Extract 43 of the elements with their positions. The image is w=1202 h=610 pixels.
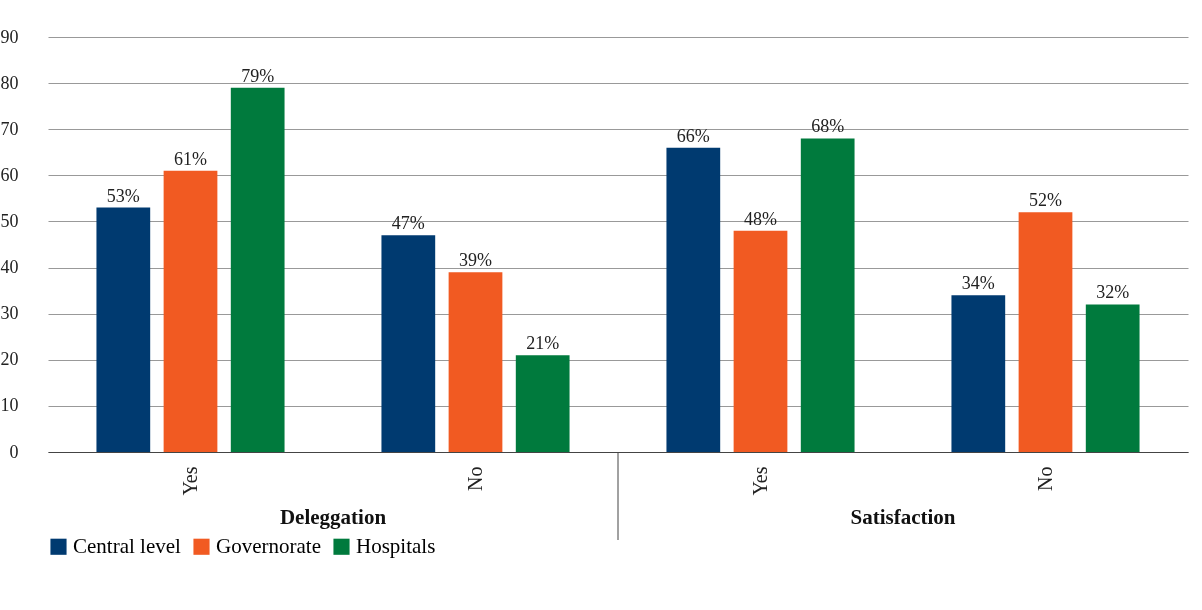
y-tick-label: 90 — [0, 26, 19, 47]
data-label: 61% — [174, 148, 207, 169]
data-label: 53% — [106, 185, 140, 206]
bar — [515, 355, 570, 452]
legend-label: Central level — [73, 533, 182, 558]
bar — [733, 230, 788, 452]
text: Satisfaction — [850, 505, 956, 529]
bar — [1085, 304, 1140, 452]
bar — [163, 170, 218, 452]
y-tick-label: 0 — [9, 441, 19, 462]
data-label: 39% — [459, 250, 492, 271]
y-tick-label: 80 — [0, 72, 19, 93]
data-label: 48% — [744, 208, 777, 229]
bar — [448, 272, 503, 452]
data-label: 66% — [676, 125, 710, 146]
y-tick-label: 30 — [0, 303, 19, 324]
x-tick-label: No — [463, 466, 486, 491]
bar — [666, 147, 721, 452]
data-label: 34% — [961, 273, 995, 294]
x-tick-label: Yes — [178, 466, 201, 496]
bar — [1018, 212, 1073, 452]
y-tick-label: 60 — [0, 164, 19, 185]
bar — [96, 207, 151, 452]
data-label: 32% — [1096, 282, 1130, 303]
bar — [800, 138, 855, 452]
y-tick-label: 10 — [0, 395, 19, 416]
text: Deleggation — [279, 505, 387, 529]
x-tick-label: Yes — [748, 466, 771, 496]
bar — [951, 295, 1006, 452]
data-label: 21% — [526, 333, 560, 354]
data-label: 52% — [1029, 190, 1062, 211]
y-tick-label: 70 — [0, 118, 19, 139]
data-label: 68% — [811, 116, 845, 137]
bar — [230, 87, 285, 452]
data-label: 47% — [391, 213, 425, 234]
y-tick-label: 20 — [0, 349, 19, 370]
bar — [381, 235, 436, 452]
y-tick-label: 40 — [0, 257, 19, 278]
legend-label: Hospitals — [356, 533, 436, 558]
y-tick-label: 50 — [0, 210, 19, 231]
legend-label: Governorate — [216, 533, 321, 558]
x-tick-label: No — [1033, 466, 1056, 491]
data-label: 79% — [241, 65, 275, 86]
